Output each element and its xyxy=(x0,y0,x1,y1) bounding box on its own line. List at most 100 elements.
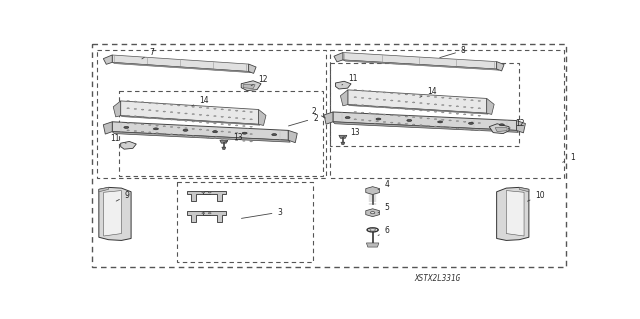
Ellipse shape xyxy=(463,107,466,108)
Ellipse shape xyxy=(376,121,378,122)
Bar xyxy=(118,91,323,176)
Ellipse shape xyxy=(127,122,129,123)
Ellipse shape xyxy=(236,125,238,126)
Ellipse shape xyxy=(148,102,151,103)
Ellipse shape xyxy=(221,131,223,132)
Polygon shape xyxy=(366,243,379,247)
Ellipse shape xyxy=(376,99,378,100)
Ellipse shape xyxy=(463,114,466,115)
Ellipse shape xyxy=(398,108,400,109)
Ellipse shape xyxy=(221,138,223,139)
Ellipse shape xyxy=(207,115,209,116)
Polygon shape xyxy=(335,81,351,89)
Ellipse shape xyxy=(456,99,459,100)
Polygon shape xyxy=(243,85,255,89)
Polygon shape xyxy=(343,53,497,69)
Ellipse shape xyxy=(242,132,247,134)
Ellipse shape xyxy=(236,140,238,141)
Ellipse shape xyxy=(243,111,245,112)
Ellipse shape xyxy=(214,108,216,109)
Ellipse shape xyxy=(390,100,393,101)
Polygon shape xyxy=(333,122,518,132)
Polygon shape xyxy=(187,190,211,201)
Ellipse shape xyxy=(370,229,376,231)
Ellipse shape xyxy=(435,97,436,98)
Ellipse shape xyxy=(208,213,211,214)
Ellipse shape xyxy=(124,126,129,128)
Ellipse shape xyxy=(243,140,245,141)
Ellipse shape xyxy=(207,137,209,138)
Ellipse shape xyxy=(376,106,378,107)
Ellipse shape xyxy=(170,104,173,105)
Polygon shape xyxy=(112,132,291,142)
Ellipse shape xyxy=(221,109,223,110)
Ellipse shape xyxy=(141,124,144,125)
Ellipse shape xyxy=(127,115,129,116)
Ellipse shape xyxy=(345,116,350,119)
Ellipse shape xyxy=(141,116,144,117)
Ellipse shape xyxy=(148,110,151,111)
Bar xyxy=(330,50,564,178)
Ellipse shape xyxy=(250,119,252,120)
Ellipse shape xyxy=(412,117,415,118)
Text: 12: 12 xyxy=(508,119,525,129)
Ellipse shape xyxy=(376,118,381,120)
Ellipse shape xyxy=(199,129,202,130)
Ellipse shape xyxy=(202,213,205,214)
Text: 13: 13 xyxy=(342,128,360,137)
Text: 13: 13 xyxy=(224,133,243,142)
Ellipse shape xyxy=(192,106,195,107)
Ellipse shape xyxy=(362,112,364,113)
Ellipse shape xyxy=(207,130,209,131)
Ellipse shape xyxy=(456,113,459,114)
Ellipse shape xyxy=(141,131,144,132)
Ellipse shape xyxy=(420,103,422,104)
Ellipse shape xyxy=(250,126,252,127)
Ellipse shape xyxy=(134,108,136,109)
Ellipse shape xyxy=(468,122,474,124)
Ellipse shape xyxy=(390,115,393,116)
Text: 14: 14 xyxy=(420,87,437,97)
Ellipse shape xyxy=(354,119,356,120)
Ellipse shape xyxy=(243,126,245,127)
Ellipse shape xyxy=(369,105,371,107)
Ellipse shape xyxy=(228,139,230,140)
Polygon shape xyxy=(516,121,525,133)
Ellipse shape xyxy=(156,132,158,133)
Polygon shape xyxy=(489,124,509,134)
Polygon shape xyxy=(366,209,380,217)
Polygon shape xyxy=(112,62,251,73)
Ellipse shape xyxy=(214,138,216,139)
Polygon shape xyxy=(202,190,227,201)
Ellipse shape xyxy=(127,130,129,131)
Ellipse shape xyxy=(369,120,371,121)
Ellipse shape xyxy=(228,132,230,133)
Ellipse shape xyxy=(183,129,188,131)
Ellipse shape xyxy=(163,126,166,127)
Ellipse shape xyxy=(435,104,436,105)
Ellipse shape xyxy=(376,114,378,115)
Ellipse shape xyxy=(369,113,371,114)
Ellipse shape xyxy=(376,91,378,92)
Ellipse shape xyxy=(177,120,180,121)
Ellipse shape xyxy=(427,96,429,97)
Ellipse shape xyxy=(405,94,408,95)
Ellipse shape xyxy=(148,124,151,125)
Ellipse shape xyxy=(163,133,166,134)
Text: 11: 11 xyxy=(110,134,126,143)
Ellipse shape xyxy=(185,135,188,136)
Polygon shape xyxy=(506,190,524,236)
Ellipse shape xyxy=(250,134,252,135)
Ellipse shape xyxy=(177,127,180,128)
Ellipse shape xyxy=(362,105,364,106)
Text: XSTX2L331G: XSTX2L331G xyxy=(414,274,460,283)
Ellipse shape xyxy=(420,110,422,111)
Polygon shape xyxy=(121,141,136,149)
Ellipse shape xyxy=(362,120,364,121)
Bar xyxy=(97,50,326,178)
Text: 10: 10 xyxy=(527,191,545,201)
Polygon shape xyxy=(121,116,260,125)
Ellipse shape xyxy=(228,117,230,118)
Ellipse shape xyxy=(170,119,173,120)
Ellipse shape xyxy=(127,108,129,109)
